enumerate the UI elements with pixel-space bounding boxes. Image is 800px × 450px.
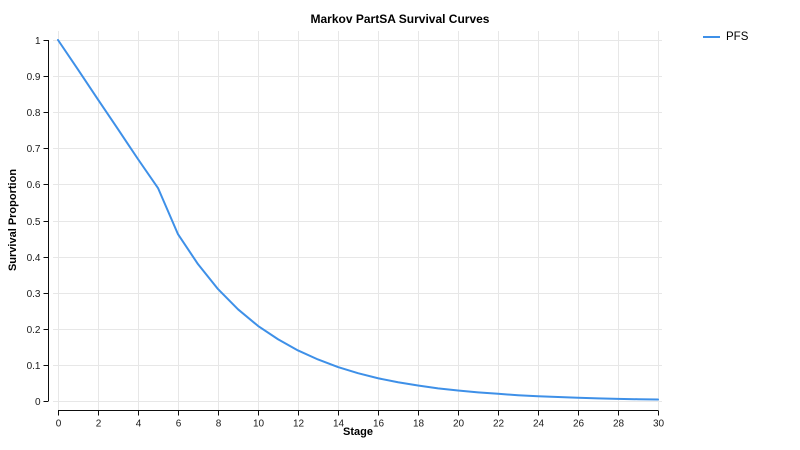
y-tick-label: 0.6 <box>27 180 41 191</box>
x-tick-label: 0 <box>56 419 62 430</box>
y-tick-label: 0.4 <box>27 253 41 264</box>
x-gridlines <box>58 31 659 411</box>
x-tick-label: 30 <box>653 419 665 430</box>
x-tick-label: 4 <box>136 419 142 430</box>
x-tick-label: 26 <box>573 419 585 430</box>
chart-title: Markov PartSA Survival Curves <box>310 12 490 26</box>
y-tick-label: 0.2 <box>27 325 41 336</box>
y-tick-label: 0.5 <box>27 217 41 228</box>
y-tick-label: 1 <box>35 36 41 47</box>
x-tick-label: 28 <box>613 419 625 430</box>
x-tick-label: 12 <box>293 419 305 430</box>
x-axis: 0 2 4 6 8 10 12 14 16 18 20 22 24 26 28 30 <box>56 410 665 430</box>
series-lines <box>57 39 659 401</box>
x-axis-title: Stage <box>343 426 373 438</box>
y-tick-label: 0.7 <box>27 144 41 155</box>
x-tick-label: 18 <box>413 419 425 430</box>
x-tick-label: 20 <box>453 419 465 430</box>
y-tick-label: 0.9 <box>27 72 41 83</box>
y-tick-label: 0 <box>35 397 41 408</box>
y-axis-title: Survival Proportion <box>7 168 19 272</box>
y-gridlines <box>53 40 662 402</box>
y-tick-label: 0.8 <box>27 108 41 119</box>
x-tick-label: 6 <box>176 419 182 430</box>
pfs-line-swatch-icon <box>703 36 720 38</box>
legend-label-pfs: PFS <box>726 31 749 43</box>
x-tick-label: 16 <box>373 419 385 430</box>
y-tick-label: 0.1 <box>27 361 41 372</box>
y-tick-label: 0.3 <box>27 289 41 300</box>
pfs-curve <box>57 39 659 401</box>
x-tick-label: 22 <box>493 419 505 430</box>
legend: PFS <box>703 31 748 43</box>
x-tick-label: 8 <box>216 419 222 430</box>
x-tick-label: 10 <box>253 419 265 430</box>
x-tick-label: 14 <box>333 419 345 430</box>
x-tick-label: 2 <box>96 419 102 430</box>
y-axis: 0 0.1 0.2 0.3 0.4 0.5 0.6 0.7 0.8 0.9 1 <box>27 36 49 408</box>
x-tick-label: 24 <box>533 419 545 430</box>
